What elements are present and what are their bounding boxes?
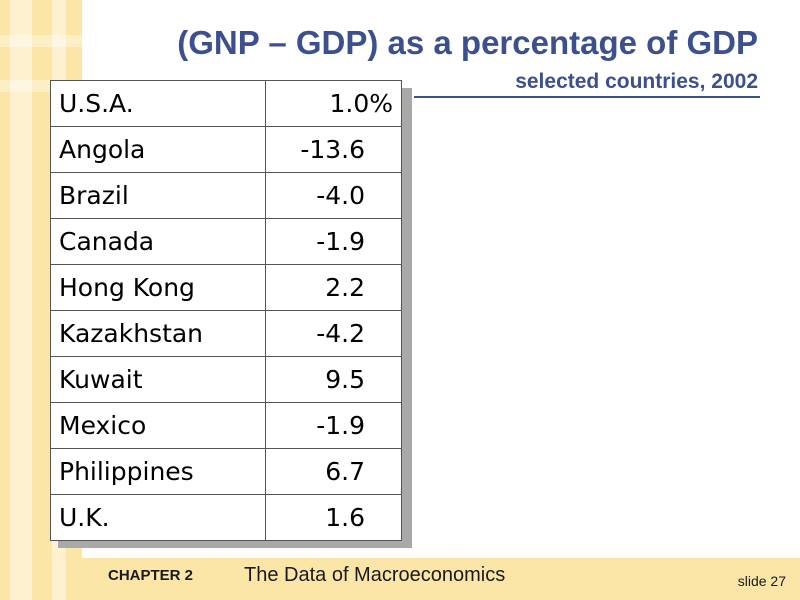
slide-subtitle: selected countries, 2002 [515,70,758,93]
table-row: Mexico -1.9 [49,402,402,449]
country-cell: Angola [49,126,267,173]
value-cell: -1.9 [265,218,402,265]
table-row: Hong Kong 2.2 [49,264,402,311]
country-cell: Brazil [49,172,267,219]
footer-chapter-title: The Data of Macroeconomics [244,564,506,586]
table-row: Brazil -4.0 [49,172,402,219]
table-row: U.K. 1.6 [49,494,402,541]
value-cell: -13.6 [265,126,402,173]
country-cell: Philippines [49,448,267,495]
value-cell: 1.6 [265,494,402,541]
stripe-band [10,0,32,600]
value-cell: 2.2 [265,264,402,311]
gnp-gdp-table: U.S.A. 1.0% Angola -13.6 Brazil -4.0 Can… [49,80,402,541]
stripe-rule [0,35,82,47]
country-cell: Kuwait [49,356,267,403]
country-cell: U.K. [49,494,267,541]
table-row: Kuwait 9.5 [49,356,402,403]
subtitle-underline [414,96,760,98]
country-cell: Canada [49,218,267,265]
table-row: Kazakhstan -4.2 [49,310,402,357]
value-cell: 1.0% [265,80,402,127]
table-row: U.S.A. 1.0% [49,80,402,127]
footer-chapter: CHAPTER 2 [108,567,194,584]
country-cell: Kazakhstan [49,310,267,357]
country-cell: Mexico [49,402,267,449]
slide-title: (GNP – GDP) as a percentage of GDP [177,24,758,61]
country-cell: U.S.A. [49,80,267,127]
value-cell: -4.2 [265,310,402,357]
value-cell: 9.5 [265,356,402,403]
country-cell: Hong Kong [49,264,267,311]
table-row: Angola -13.6 [49,126,402,173]
table-row: Philippines 6.7 [49,448,402,495]
slide-number: slide 27 [737,573,786,589]
value-cell: -4.0 [265,172,402,219]
table-row: Canada -1.9 [49,218,402,265]
footer-bar [82,558,800,600]
value-cell: -1.9 [265,402,402,449]
value-cell: 6.7 [265,448,402,495]
